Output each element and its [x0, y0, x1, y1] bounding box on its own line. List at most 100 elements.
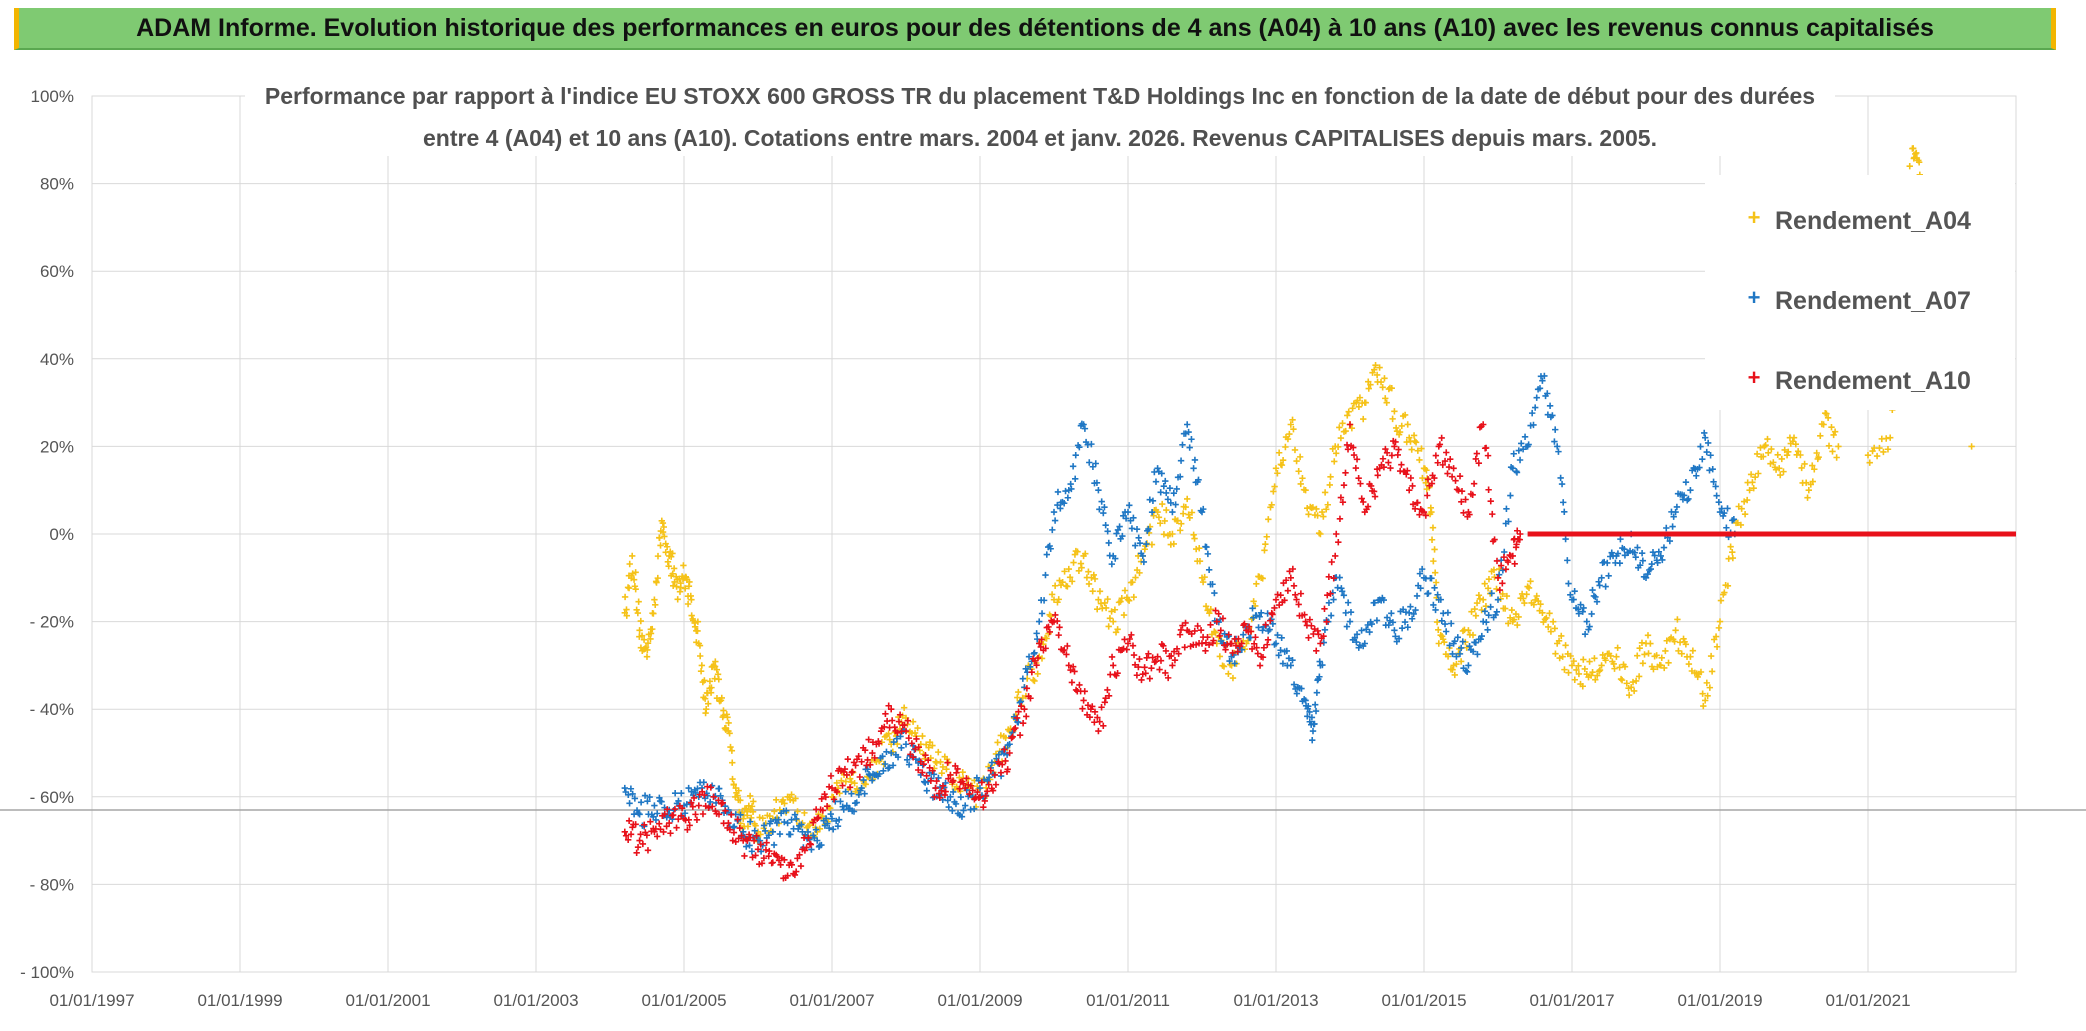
data-point	[1570, 596, 1577, 603]
data-point	[622, 832, 630, 839]
data-point	[1104, 528, 1111, 535]
data-point	[1272, 640, 1280, 647]
data-point	[1174, 517, 1181, 524]
data-point	[758, 860, 766, 867]
data-point	[1207, 606, 1214, 613]
data-point	[862, 781, 869, 788]
data-point	[1285, 655, 1293, 662]
data-point	[1741, 511, 1749, 518]
data-point	[1873, 452, 1881, 460]
data-point	[829, 826, 837, 833]
data-point	[1595, 578, 1602, 585]
data-point	[1441, 638, 1448, 646]
data-point	[1472, 639, 1479, 646]
data-point	[1387, 464, 1394, 472]
data-point	[625, 584, 633, 592]
data-point	[798, 821, 805, 828]
data-point	[1086, 713, 1094, 721]
data-point	[1055, 631, 1062, 639]
data-point	[1279, 660, 1287, 667]
data-point	[1065, 662, 1072, 669]
data-point	[686, 578, 693, 586]
data-point	[858, 784, 865, 792]
data-point	[1042, 645, 1049, 652]
data-point	[1447, 456, 1454, 463]
data-point	[1260, 644, 1268, 651]
data-point	[1709, 466, 1716, 473]
data-point	[1630, 687, 1638, 695]
data-point	[707, 784, 715, 791]
data-point	[994, 739, 1001, 746]
data-point	[1287, 421, 1294, 428]
data-point	[1555, 637, 1563, 644]
data-point	[1410, 610, 1417, 618]
data-point	[1112, 555, 1119, 562]
data-point	[997, 732, 1005, 739]
data-point	[1432, 452, 1440, 459]
data-point	[696, 652, 704, 660]
data-point	[1361, 640, 1368, 647]
data-point	[1335, 539, 1342, 546]
data-point	[1212, 629, 1219, 636]
data-point	[1336, 574, 1343, 581]
data-point	[1509, 465, 1516, 472]
data-point	[1068, 485, 1075, 493]
data-point	[884, 765, 892, 772]
data-point	[830, 796, 838, 803]
data-point	[1259, 654, 1267, 661]
data-point	[1340, 481, 1348, 489]
data-point	[1596, 666, 1604, 674]
data-point	[1200, 505, 1207, 513]
data-point	[949, 777, 957, 784]
data-point	[1120, 611, 1128, 619]
data-point	[1202, 603, 1210, 610]
data-point	[945, 775, 952, 782]
data-point	[697, 667, 705, 675]
data-point	[1104, 686, 1111, 694]
data-point	[848, 790, 855, 797]
data-point	[631, 795, 639, 802]
data-point	[1678, 650, 1685, 657]
data-point	[1570, 657, 1577, 665]
data-point	[1768, 445, 1775, 453]
data-point	[644, 847, 652, 854]
data-point	[1110, 662, 1117, 669]
data-point	[1780, 468, 1787, 475]
data-point	[1385, 621, 1392, 629]
data-point	[1391, 408, 1398, 415]
data-point	[1145, 650, 1152, 657]
data-point	[1623, 680, 1630, 687]
data-point	[1315, 631, 1322, 638]
data-point	[1314, 512, 1321, 519]
data-point	[1391, 443, 1398, 450]
data-point	[692, 789, 699, 797]
data-point	[1057, 505, 1064, 512]
data-point	[1264, 636, 1272, 644]
data-point	[1021, 706, 1028, 713]
data-point	[1418, 565, 1426, 573]
data-point	[1015, 688, 1022, 696]
data-point	[1040, 597, 1048, 604]
data-point	[936, 794, 943, 802]
data-point	[1451, 671, 1458, 679]
data-point	[935, 748, 942, 756]
data-point	[792, 868, 800, 875]
data-point	[681, 810, 689, 817]
data-point	[1351, 634, 1359, 642]
data-point	[1876, 444, 1883, 452]
data-point	[1517, 530, 1524, 538]
data-point	[864, 756, 871, 764]
data-point	[938, 770, 945, 777]
data-point	[1648, 560, 1655, 568]
data-point	[1026, 663, 1034, 670]
data-point	[1790, 434, 1798, 441]
data-point	[967, 782, 975, 790]
data-point	[1968, 443, 1975, 450]
data-point	[663, 543, 671, 550]
data-point	[889, 762, 897, 769]
data-point	[636, 627, 643, 634]
data-point	[1492, 611, 1499, 619]
data-point	[1371, 366, 1378, 373]
data-point	[766, 847, 773, 855]
data-point	[804, 828, 812, 836]
